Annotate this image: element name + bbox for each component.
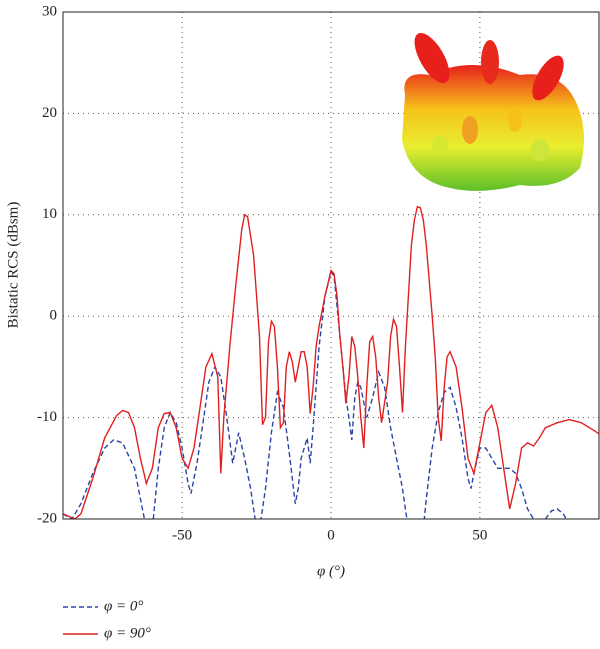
- y-tick-label: 0: [50, 308, 58, 324]
- plot-area: [63, 205, 599, 519]
- y-tick-label: 30: [42, 3, 57, 19]
- plot-frame: [62, 11, 600, 520]
- y-tick-label: 10: [42, 206, 57, 222]
- series-line: [63, 205, 599, 519]
- series-line: [63, 271, 567, 519]
- x-tick-label: 50: [472, 527, 487, 543]
- legend: φ = 0° φ = 90°: [63, 598, 151, 641]
- x-tick-label: -50: [172, 527, 192, 543]
- legend-label: φ = 90°: [104, 625, 151, 641]
- legend-label: φ = 0°: [104, 598, 143, 614]
- x-axis-label: φ (°): [317, 563, 345, 579]
- y-axis-label: Bistatic RCS (dBsm): [5, 202, 21, 329]
- y-tick-label: 20: [42, 105, 57, 121]
- y-tick-label: -10: [37, 409, 57, 425]
- x-tick-label: 0: [327, 527, 335, 543]
- y-tick-label: -20: [37, 510, 57, 526]
- inset-image: [402, 33, 584, 191]
